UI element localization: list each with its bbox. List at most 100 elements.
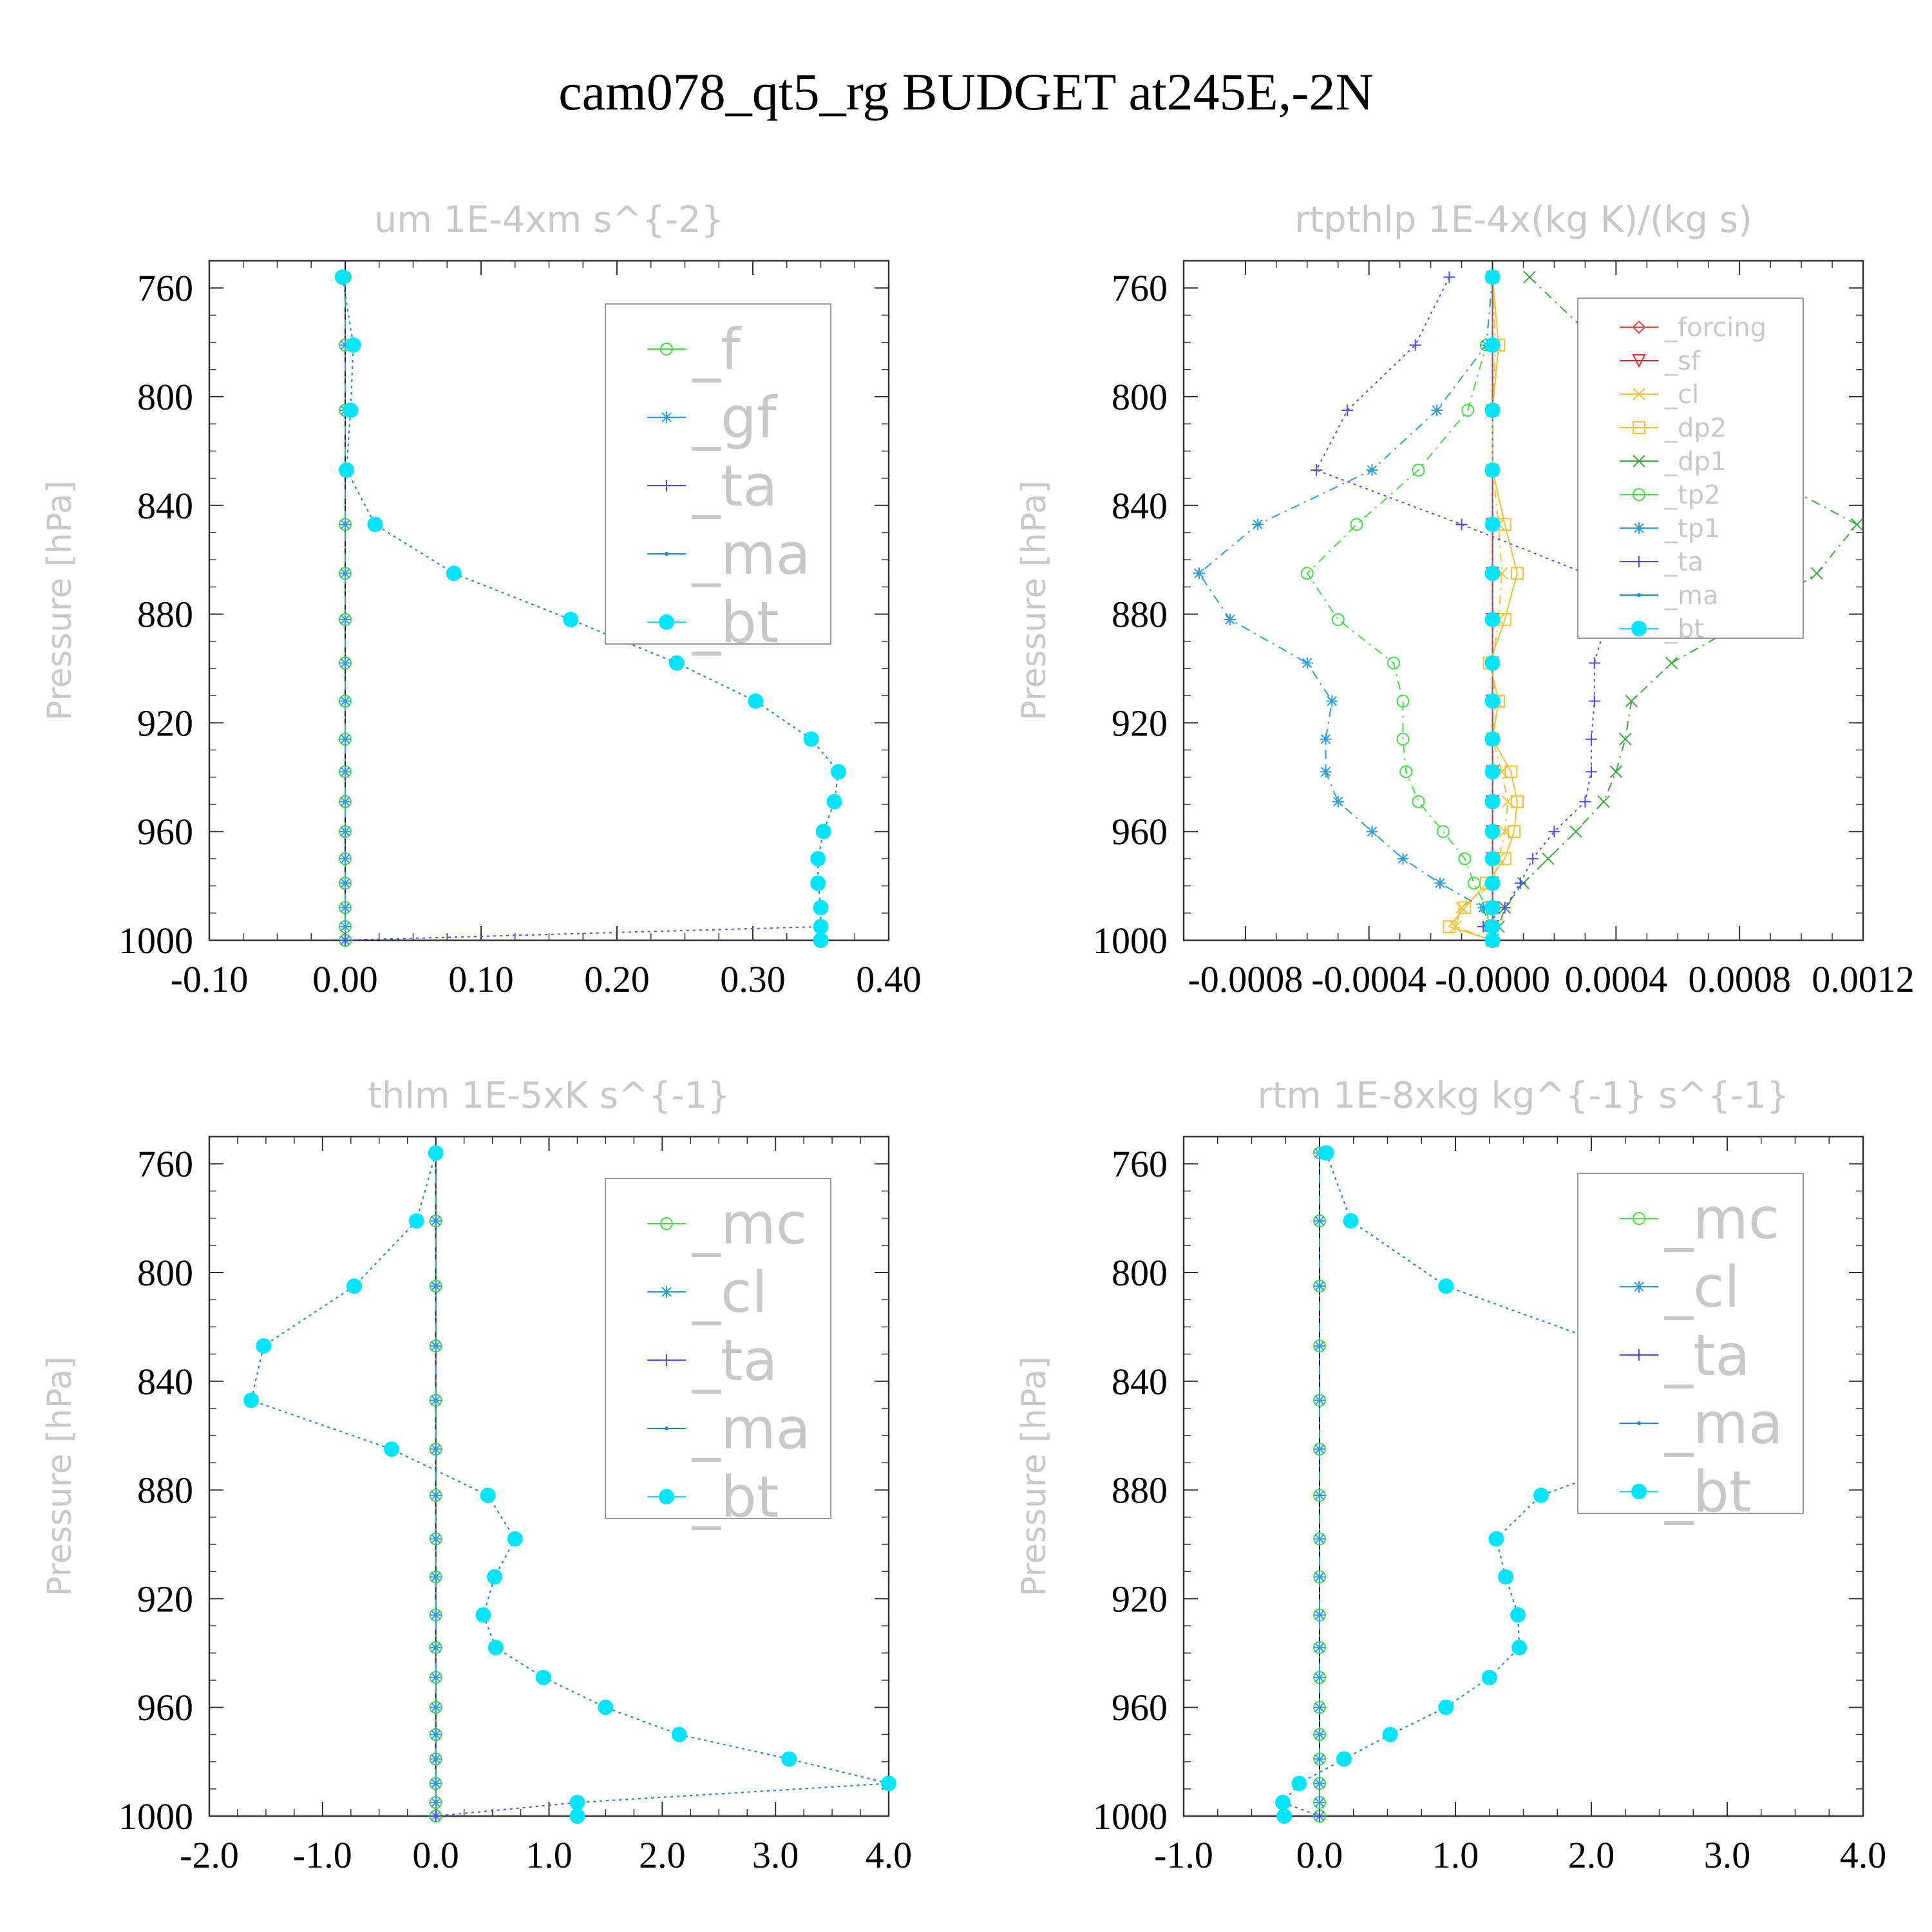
series-point-bt [810,851,826,867]
series-point-bt [1484,824,1501,840]
series-point-bt [1498,1569,1514,1585]
series-point-cl [430,1728,442,1741]
legend: _mc_cl_ta_ma_bt [1577,1173,1804,1525]
legend: _f_gf_ta_ma_bt [605,303,831,656]
series-point-cl [1314,1490,1325,1502]
series-point-bt [813,933,829,948]
y-tick-label: 760 [1112,1143,1168,1185]
series-point-bt [815,824,831,840]
series-point-cl [1314,1280,1325,1293]
series-point-dp2 [1508,825,1521,838]
y-axis-label: Pressure [hPa] [1015,1356,1054,1596]
series-point-gf [339,614,351,626]
x-tick-label: 0.40 [856,958,922,1000]
series-point-gf [339,795,351,808]
series-point-dp1 [1597,795,1610,808]
x-tick-label: 4.0 [866,1834,913,1876]
series-point-bt [1275,1794,1291,1810]
x-tick-label: 0.0 [412,1834,459,1876]
x-tick-label: 4.0 [1840,1834,1887,1876]
y-tick-label: 800 [1112,376,1168,418]
series-point-tp1 [1332,795,1344,808]
series-point-gf [339,853,351,865]
x-tick-label: 0.30 [720,958,786,1000]
series-point-ta [1341,404,1354,417]
series-point-bt [367,516,383,533]
series-point-cl [430,1280,442,1293]
series-point-tp2 [1396,694,1410,708]
y-tick-label: 840 [137,485,193,527]
legend-marker [665,1426,668,1430]
series-point-cl [430,1490,442,1502]
series-point-bt [1484,693,1501,709]
series-point-cl [1314,1671,1325,1683]
y-tick-label: 880 [137,594,193,636]
figure-title: cam078_qt5_rg BUDGET at245E,-2N [558,62,1374,121]
series-point-tp1 [1434,877,1446,889]
series-point-bt [480,1488,496,1504]
series-point-cl [1314,1394,1325,1406]
legend-box [605,303,831,645]
y-tick-label: 800 [1112,1252,1168,1294]
series-point-cl [1314,1571,1325,1583]
legend-label: _mc [1664,1186,1779,1252]
y-tick-label: 960 [1112,811,1168,853]
series-point-tp1 [1193,567,1205,580]
series-group [334,269,846,948]
series-point-bt [488,1640,504,1656]
series-point-cl [1314,1443,1325,1455]
legend-label: _sf [1664,346,1701,376]
series-line-dp2 [1448,277,1518,941]
series-point-bt [668,655,685,671]
legend-marker [1632,354,1646,368]
panel-title: thlm 1E-5xK s^{-1} [368,1075,730,1117]
legend: _mc_cl_ta_ma_bt [605,1178,831,1530]
series-point-dp1 [1569,825,1582,838]
x-tick-label: 2.0 [1568,1834,1615,1876]
series-point-bt [1484,516,1501,533]
series-point-cl [1314,1533,1325,1545]
series-point-ta [1499,902,1511,914]
series-point-bt [384,1441,400,1457]
series-point-ta [1311,464,1323,476]
y-tick-label: 800 [137,1252,193,1294]
legend-marker [1633,388,1645,401]
series-point-tp2 [1461,404,1475,417]
legend-label: _dp1 [1664,447,1727,477]
x-tick-label: 0.0004 [1565,958,1668,1000]
x-tick-label: -0.0008 [1188,958,1303,1000]
y-tick-label: 920 [1112,1578,1168,1620]
series-point-bt [343,402,359,419]
series-point-gf [339,518,351,531]
legend-label: _ta [1664,547,1703,577]
series-point-bt [1481,1669,1497,1685]
series-point-bt [1484,462,1501,478]
series-line-tp1 [1198,277,1493,941]
series-point-tp2 [1387,656,1401,670]
legend-marker [660,1217,673,1230]
series-point-ta [1588,657,1600,669]
legend-marker [1633,556,1645,567]
x-tick-label: -1.0 [293,1834,352,1876]
y-tick-label: 880 [1112,594,1168,636]
series-point-bt [813,918,829,934]
series-point-ta [1514,877,1526,889]
series-point-cl [1314,1728,1325,1741]
series-point-bt [1488,1531,1504,1547]
legend-label: _cl [1664,1254,1740,1320]
x-tick-label: -0.10 [171,958,249,1000]
x-tick-label: 0.0 [1296,1834,1343,1876]
series-point-tp1 [1320,733,1332,745]
series-point-bt [345,337,361,353]
series-point-bt [1484,655,1501,671]
x-tick-label: -0.0004 [1311,958,1426,1000]
x-tick-label: 0.10 [448,958,514,1000]
series-point-cl [1314,1701,1325,1714]
series-point-bt [781,1751,797,1767]
series-point-ta [1526,853,1539,865]
series-point-dp2 [1510,795,1524,808]
series-point-dp2 [1510,567,1524,580]
panel-title: rtpthlp 1E-4x(kg K)/(kg s) [1294,199,1752,241]
series-point-bt [830,764,846,780]
series-point-bt [1484,612,1501,628]
